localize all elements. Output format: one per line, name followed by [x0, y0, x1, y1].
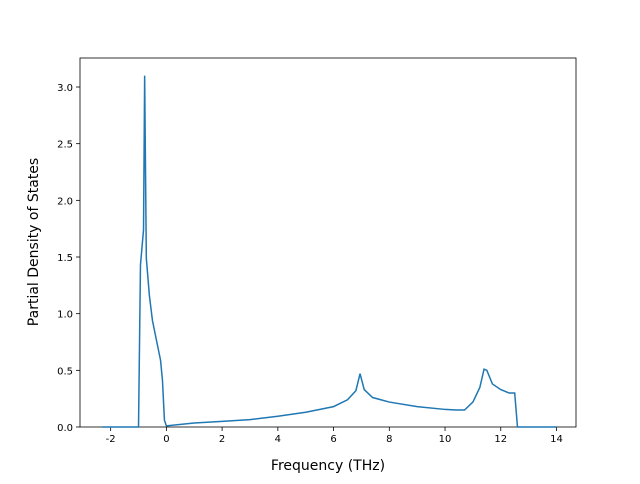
- y-tick-label: 1.0: [57, 310, 73, 321]
- x-tick-label: 0: [163, 434, 169, 445]
- y-tick-label: 2.0: [57, 196, 73, 207]
- x-axis-label: Frequency (THz): [271, 458, 385, 474]
- x-tick-label: -2: [106, 434, 116, 445]
- x-tick-label: 2: [219, 434, 225, 445]
- x-tick-label: 8: [386, 434, 392, 445]
- x-tick-label: 6: [330, 434, 336, 445]
- x-tick-label: 12: [494, 434, 507, 445]
- y-tick-label: 3.0: [57, 83, 73, 94]
- x-tick-label: 10: [439, 434, 452, 445]
- plot-frame: [79, 57, 577, 428]
- x-tick-label: 14: [550, 434, 563, 445]
- y-tick-label: 0.0: [57, 423, 73, 434]
- y-tick-label: 0.5: [57, 366, 73, 377]
- y-axis-label: Partial Density of States: [26, 158, 42, 326]
- y-tick-label: 2.5: [57, 140, 73, 151]
- y-tick-label: 1.5: [57, 253, 73, 264]
- x-tick-label: 4: [275, 434, 281, 445]
- data-line: [102, 75, 557, 428]
